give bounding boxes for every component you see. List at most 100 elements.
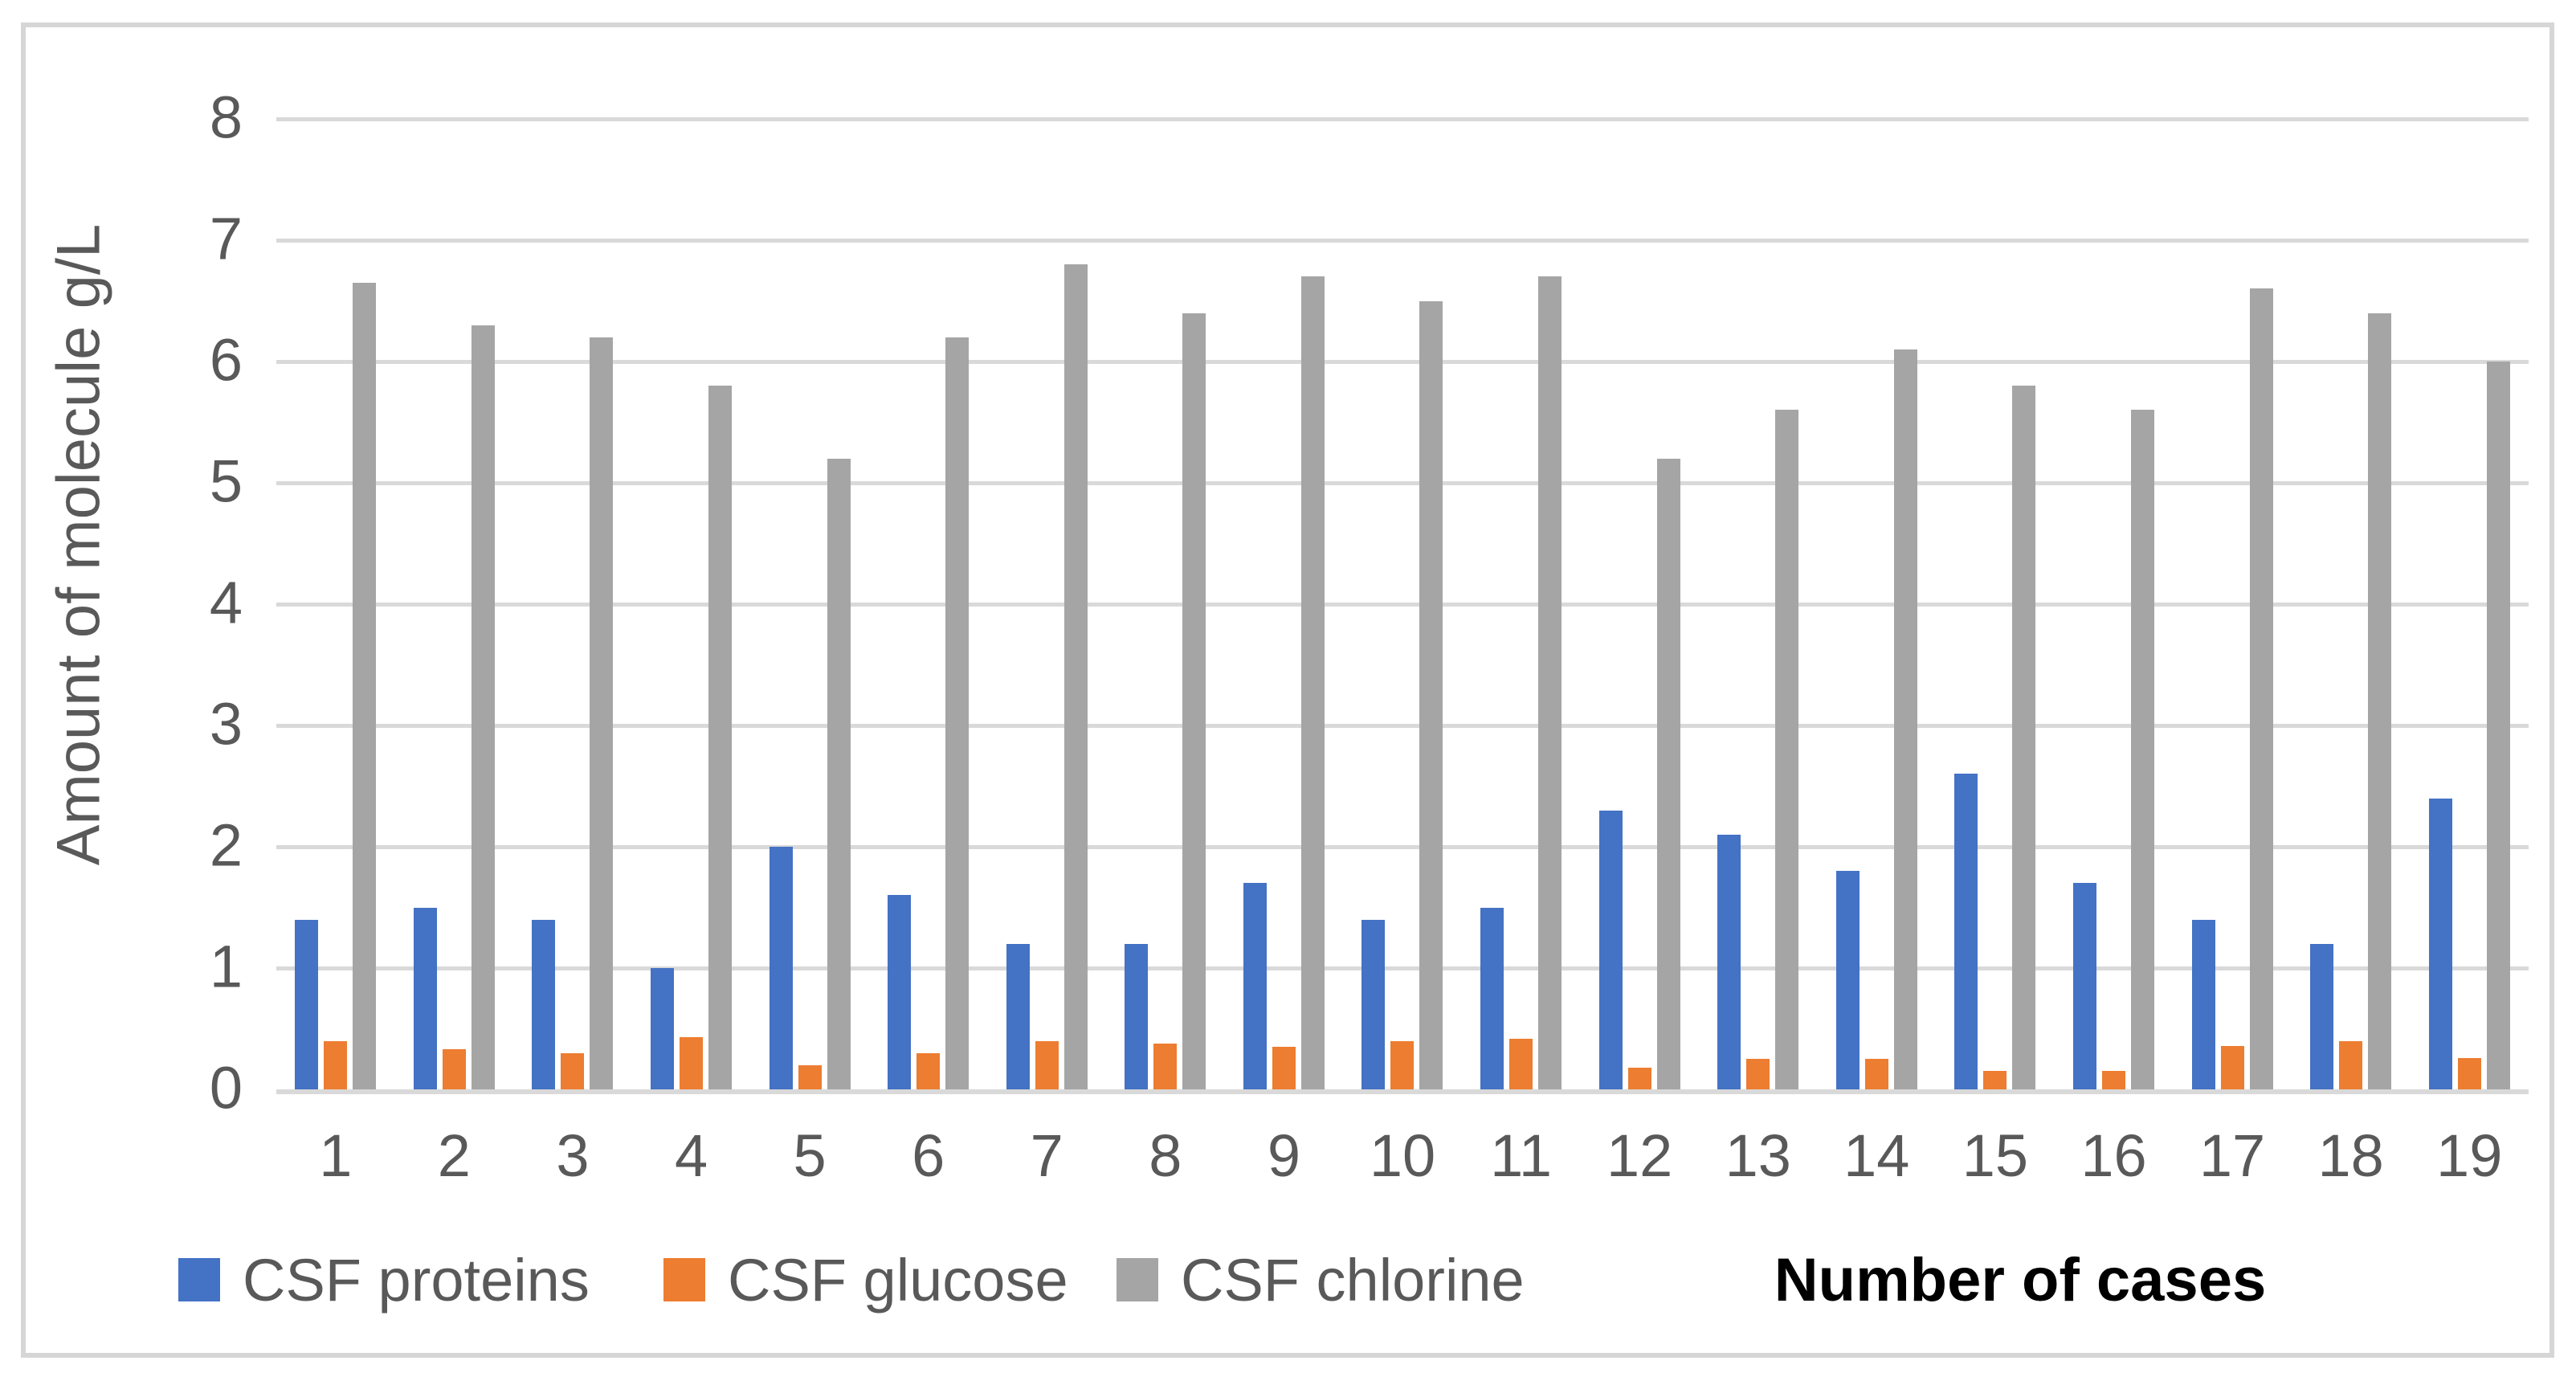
x-tick-label-15: 15 xyxy=(1962,1122,2029,1189)
y-tick-label-0: 0 xyxy=(209,1054,243,1122)
bar-csf-chlorine-case-4 xyxy=(708,386,733,1089)
bar-group-case-10 xyxy=(1343,119,1462,1089)
y-tick-label-3: 3 xyxy=(209,690,243,758)
bar-csf-chlorine-case-10 xyxy=(1419,300,1443,1089)
bar-csf-glucose-case-1 xyxy=(324,1040,348,1089)
x-tick-label-17: 17 xyxy=(2198,1122,2266,1189)
bar-csf-chlorine-case-18 xyxy=(2368,313,2392,1089)
x-tick-label-5: 5 xyxy=(793,1122,827,1189)
bar-group-case-15 xyxy=(1936,119,2055,1089)
x-tick-label-14: 14 xyxy=(1843,1122,1910,1189)
gridline-y-4 xyxy=(276,603,2529,607)
bar-group-case-18 xyxy=(2292,119,2411,1089)
bar-csf-glucose-case-2 xyxy=(442,1049,466,1089)
bar-group-case-8 xyxy=(1106,119,1225,1089)
y-axis-title: Amount of molecule g/L xyxy=(44,223,113,866)
bar-csf-proteins-case-14 xyxy=(1835,871,1860,1089)
bar-csf-proteins-case-17 xyxy=(2191,919,2215,1089)
bar-csf-chlorine-case-11 xyxy=(1538,276,1562,1089)
x-tick-label-10: 10 xyxy=(1369,1122,1436,1189)
x-axis-title: Number of cases xyxy=(1774,1245,2267,1314)
y-tick-label-4: 4 xyxy=(209,569,243,636)
bar-csf-proteins-case-6 xyxy=(888,895,912,1089)
bar-group-case-5 xyxy=(750,119,869,1089)
bar-csf-proteins-case-8 xyxy=(1125,943,1149,1089)
bar-csf-glucose-case-4 xyxy=(680,1037,704,1089)
bar-group-case-4 xyxy=(632,119,751,1089)
bar-group-case-14 xyxy=(1818,119,1937,1089)
plot-area: 0 1 2 3 4 5 6 7 8 1 2 3 4 5 6 7 8 9 10 11 12 13 14 15 16 17 18 19 xyxy=(210,88,2529,1186)
bar-csf-chlorine-case-2 xyxy=(471,325,495,1089)
bar-csf-chlorine-case-5 xyxy=(827,458,851,1089)
bar-csf-glucose-case-5 xyxy=(798,1064,822,1089)
bar-group-case-6 xyxy=(869,119,988,1089)
legend-item-csf-glucose: CSF glucose xyxy=(663,1244,1068,1316)
x-tick-label-16: 16 xyxy=(2080,1122,2147,1189)
bar-csf-glucose-case-11 xyxy=(1509,1038,1533,1089)
bar-csf-glucose-case-8 xyxy=(1153,1043,1178,1089)
x-tick-label-1: 1 xyxy=(319,1122,353,1189)
bar-csf-proteins-case-5 xyxy=(769,847,793,1089)
bar-csf-proteins-case-15 xyxy=(1954,774,1978,1089)
legend-item-csf-chlorine: CSF chlorine xyxy=(1117,1244,1525,1316)
x-tick-label-3: 3 xyxy=(556,1122,590,1189)
y-tick-label-1: 1 xyxy=(209,933,243,1000)
bar-group-case-2 xyxy=(395,119,514,1089)
y-tick-label-2: 2 xyxy=(209,811,243,879)
bar-csf-chlorine-case-14 xyxy=(1893,349,1917,1089)
y-tick-label-6: 6 xyxy=(209,326,243,394)
bar-group-case-3 xyxy=(513,119,632,1089)
legend-swatch-csf-proteins xyxy=(178,1258,220,1301)
bar-csf-proteins-case-4 xyxy=(651,968,675,1089)
bar-csf-glucose-case-19 xyxy=(2457,1057,2481,1089)
x-tick-label-12: 12 xyxy=(1606,1122,1673,1189)
bar-group-case-19 xyxy=(2410,119,2529,1089)
bar-csf-proteins-case-16 xyxy=(2072,883,2096,1089)
y-tick-label-8: 8 xyxy=(209,84,243,151)
bar-group-case-1 xyxy=(276,119,395,1089)
bar-group-case-13 xyxy=(1699,119,1818,1089)
bar-csf-chlorine-case-13 xyxy=(1775,410,1799,1089)
bar-csf-glucose-case-6 xyxy=(917,1052,941,1089)
gridline-y-2 xyxy=(276,845,2529,849)
bar-group-case-17 xyxy=(2173,119,2292,1089)
bar-group-case-9 xyxy=(1225,119,1344,1089)
bar-csf-proteins-case-9 xyxy=(1243,883,1267,1089)
bar-csf-chlorine-case-15 xyxy=(2012,386,2036,1089)
bar-csf-proteins-case-11 xyxy=(1480,907,1504,1089)
bar-csf-proteins-case-13 xyxy=(1717,834,1741,1089)
gridline-y-3 xyxy=(276,724,2529,728)
bar-csf-chlorine-case-19 xyxy=(2486,362,2510,1089)
bar-csf-glucose-case-18 xyxy=(2339,1040,2363,1089)
bar-csf-glucose-case-16 xyxy=(2101,1071,2125,1089)
y-tick-label-5: 5 xyxy=(209,447,243,515)
bar-csf-glucose-case-3 xyxy=(561,1052,585,1089)
x-tick-label-19: 19 xyxy=(2436,1122,2503,1189)
bar-csf-chlorine-case-17 xyxy=(2249,288,2273,1089)
legend-label-csf-chlorine: CSF chlorine xyxy=(1181,1246,1525,1314)
legend-label-csf-glucose: CSF glucose xyxy=(728,1246,1068,1314)
bar-csf-glucose-case-13 xyxy=(1746,1059,1770,1089)
bar-group-case-12 xyxy=(1580,119,1699,1089)
gridline-y-8 xyxy=(276,117,2529,121)
gridline-y-6 xyxy=(276,360,2529,364)
gridline-y-5 xyxy=(276,481,2529,485)
x-tick-label-18: 18 xyxy=(2317,1122,2384,1189)
bar-group-case-11 xyxy=(1462,119,1581,1089)
x-tick-label-13: 13 xyxy=(1725,1122,1791,1189)
bar-csf-glucose-case-10 xyxy=(1390,1040,1415,1089)
bar-csf-proteins-case-3 xyxy=(532,919,556,1089)
bar-csf-glucose-case-7 xyxy=(1035,1040,1059,1089)
bar-csf-chlorine-case-12 xyxy=(1656,458,1680,1089)
bar-group-case-16 xyxy=(2055,119,2174,1089)
legend-swatch-csf-chlorine xyxy=(1117,1258,1158,1301)
x-tick-label-2: 2 xyxy=(437,1122,471,1189)
bar-csf-chlorine-case-16 xyxy=(2130,410,2154,1089)
x-tick-label-4: 4 xyxy=(674,1122,708,1189)
bar-csf-proteins-case-2 xyxy=(413,907,437,1089)
bar-csf-proteins-case-10 xyxy=(1361,919,1386,1089)
bar-csf-chlorine-case-3 xyxy=(590,337,614,1089)
bar-csf-proteins-case-18 xyxy=(2310,943,2334,1089)
legend-swatch-csf-glucose xyxy=(663,1258,705,1301)
legend-label-csf-proteins: CSF proteins xyxy=(243,1246,590,1314)
